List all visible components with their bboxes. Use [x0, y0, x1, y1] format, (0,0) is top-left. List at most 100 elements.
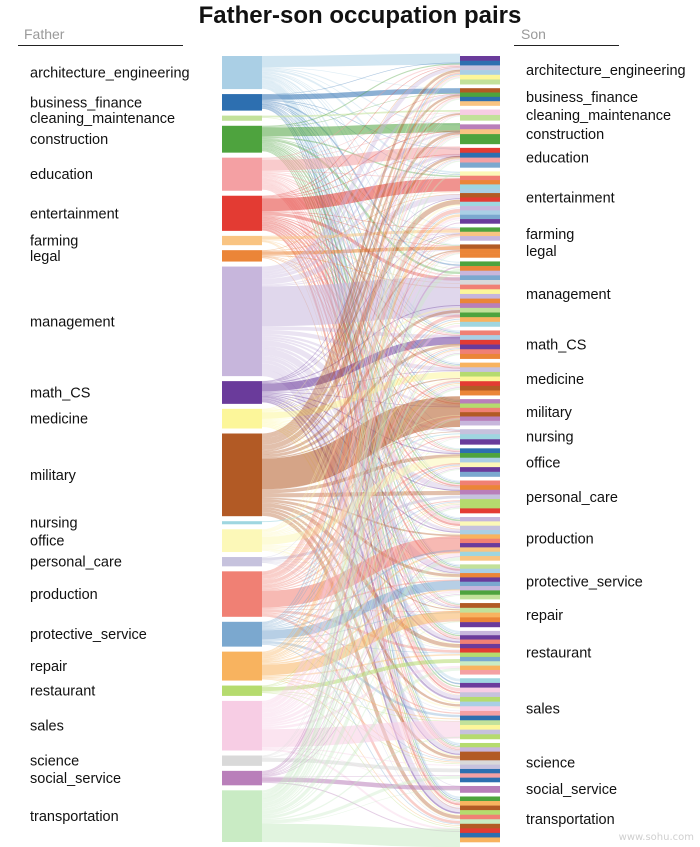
flow-management-to-protective_service [261, 348, 461, 575]
son-label-nursing: nursing [526, 430, 574, 446]
son-stripe [460, 773, 500, 778]
son-stripe [460, 114, 500, 121]
son-stripe [460, 832, 500, 838]
flow-architecture_engineering-to-personal_care [261, 77, 461, 482]
flow-military-to-cleaning_maintenance [261, 113, 461, 440]
flow-construction-to-construction [261, 123, 461, 137]
flow-repair-to-sales [261, 676, 461, 720]
flow-math_CS-to-protective_service [261, 395, 461, 574]
son-stripe [460, 639, 500, 645]
son-stripe [460, 656, 500, 662]
son-stripe [460, 353, 500, 359]
flow-office-to-transportation [261, 550, 461, 820]
flow-production-to-business_finance [261, 96, 461, 574]
son-header-rule [514, 45, 619, 46]
son-block-construction [460, 124, 500, 145]
flow-production-to-nursing [261, 436, 461, 589]
flow-production-to-production [261, 536, 461, 608]
flow-management-to-business_finance [261, 93, 461, 274]
son-block-restaurant [460, 630, 500, 675]
son-stripe [460, 248, 500, 254]
flow-entertainment-to-legal [261, 211, 461, 247]
son-stripe [460, 701, 500, 707]
son-stripe [460, 197, 500, 203]
flow-military-to-architecture_engineering [261, 69, 461, 436]
son-stripe [460, 777, 500, 783]
son-stripe [460, 381, 500, 387]
son-stripe [460, 349, 500, 355]
flow-farming-to-production [261, 240, 461, 528]
flow-construction-to-transportation [261, 150, 461, 802]
son-label-transportation: transportation [526, 812, 615, 828]
son-label-office: office [526, 455, 560, 471]
son-stripe [460, 517, 500, 522]
flow-production-to-management [261, 314, 461, 585]
son-stripe [460, 96, 500, 102]
son-stripe [460, 467, 500, 473]
son-stripe [460, 715, 500, 721]
flow-architecture_engineering-to-sales [261, 82, 461, 682]
son-label-farming: farming [526, 227, 574, 243]
father-block-math_CS [222, 381, 262, 404]
son-stripe [460, 407, 500, 413]
father-block-construction [222, 125, 262, 153]
son-stripe [460, 785, 500, 793]
son-label-restaurant: restaurant [526, 646, 591, 662]
flow-repair-to-legal [261, 251, 461, 657]
son-stripe [460, 568, 500, 574]
son-stripe [460, 293, 500, 299]
son-stripe [460, 412, 500, 417]
flow-transportation-to-protective_service [261, 595, 461, 815]
flow-education-to-science [261, 186, 461, 750]
flow-transportation-to-business_finance [261, 98, 461, 793]
flow-sales-to-farming [261, 236, 461, 710]
father-block-science [222, 755, 262, 766]
son-stripe [460, 330, 500, 336]
flow-social_service-to-protective_service [261, 594, 461, 777]
son-block-protective_service [460, 564, 500, 600]
flow-personal_care-to-sales [261, 561, 461, 712]
son-label-sales: sales [526, 702, 560, 718]
flow-repair-to-office [261, 465, 461, 662]
son-label-business_finance: business_finance [526, 90, 638, 106]
flow-architecture_engineering-to-medicine [261, 74, 461, 364]
son-stripe [460, 590, 500, 596]
flow-entertainment-to-entertainment [261, 178, 461, 212]
watermark: www.sohu.com [618, 832, 694, 843]
son-stripe [460, 371, 500, 377]
flow-farming-to-transportation [261, 241, 461, 807]
son-stripe [460, 682, 500, 688]
father-label-medicine: medicine [30, 412, 88, 428]
son-stripe [460, 573, 500, 578]
flow-military-to-science [261, 509, 461, 759]
father-label-construction: construction [30, 132, 108, 148]
son-stripe [460, 385, 500, 391]
flow-management-to-architecture_engineering [261, 66, 461, 271]
son-stripe [460, 175, 500, 181]
flow-sales-to-business_finance [261, 97, 461, 704]
son-stripe [460, 275, 500, 281]
flow-education-to-personal_care [261, 177, 461, 485]
flow-construction-to-medicine [261, 141, 461, 366]
flow-social_service-to-medicine [261, 387, 461, 775]
son-stripe [460, 525, 500, 531]
flow-military-to-education [261, 155, 461, 445]
flow-military-to-nursing [261, 431, 461, 490]
flow-math_CS-to-math_CS [261, 336, 461, 392]
flow-business_finance-to-entertainment [261, 100, 461, 175]
flow-medicine-to-restaurant [261, 422, 461, 645]
flow-entertainment-to-education [261, 154, 461, 199]
son-stripe [460, 339, 500, 345]
flow-production-to-sales [261, 612, 461, 714]
son-stripe [460, 828, 500, 834]
flow-sales-to-management [261, 324, 461, 713]
father-block-business_finance [222, 94, 262, 111]
father-block-entertainment [222, 195, 262, 231]
flow-education-to-math_CS [261, 173, 461, 335]
son-stripe [460, 429, 500, 435]
flow-science-to-science [261, 757, 461, 773]
son-column-header: Son [521, 26, 546, 42]
flow-sales-to-cleaning_maintenance [261, 115, 461, 705]
flow-military-to-transportation [261, 512, 461, 820]
